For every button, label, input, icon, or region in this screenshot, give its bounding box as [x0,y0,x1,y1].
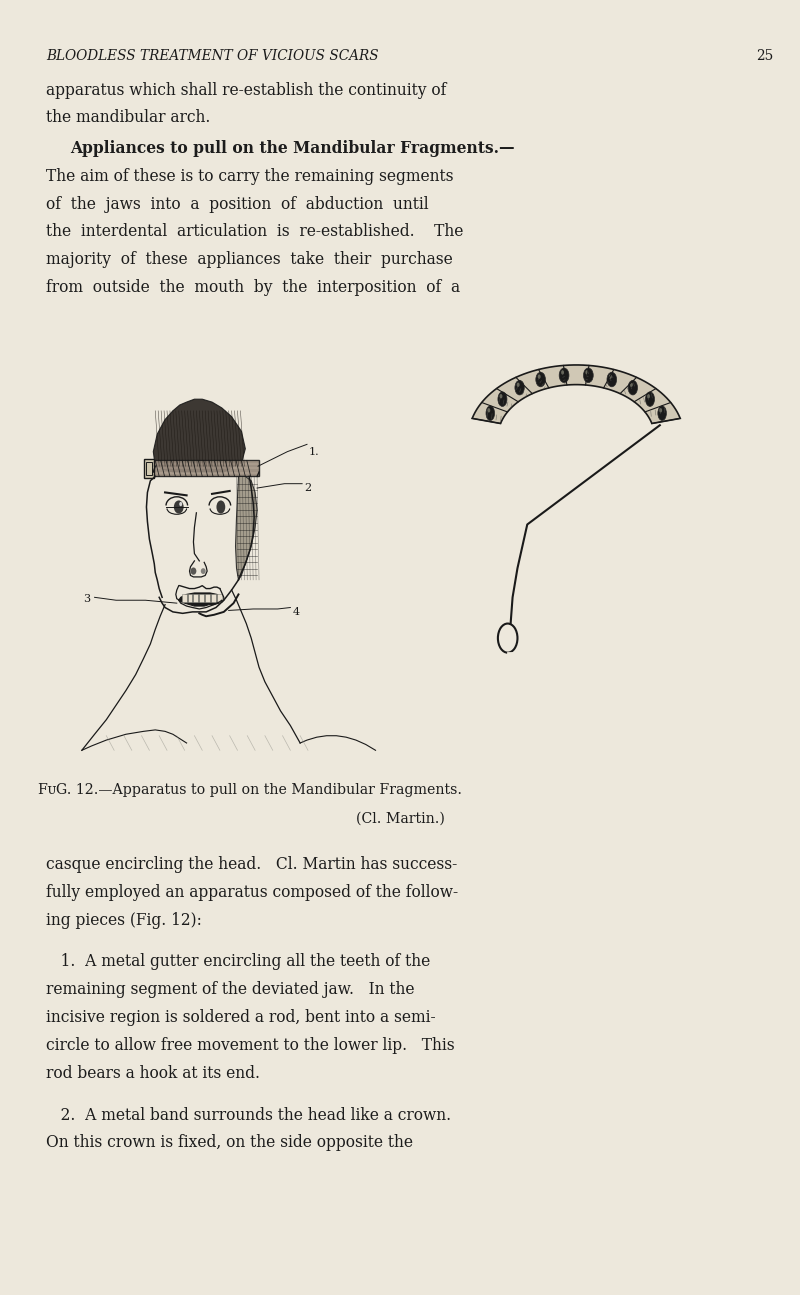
Text: The aim of these is to carry the remaining segments: The aim of these is to carry the remaini… [46,167,454,185]
Ellipse shape [630,382,633,387]
Text: 1.: 1. [309,447,319,457]
Ellipse shape [646,392,654,407]
Ellipse shape [217,500,226,514]
Ellipse shape [607,372,617,387]
Text: FᴜG. 12.—Apparatus to pull on the Mandibular Fragments.: FᴜG. 12.—Apparatus to pull on the Mandib… [38,783,462,798]
Bar [187,594,193,602]
Ellipse shape [499,394,502,399]
Ellipse shape [486,405,494,421]
Text: rod bears a hook at its end.: rod bears a hook at its end. [46,1064,260,1081]
Text: the mandibular arch.: the mandibular arch. [46,109,210,127]
Polygon shape [178,593,222,606]
Text: from  outside  the  mouth  by  the  interposition  of  a: from outside the mouth by the interposit… [46,278,461,297]
Text: 25: 25 [756,49,774,63]
Text: 1.  A metal gutter encircling all the teeth of the: 1. A metal gutter encircling all the tee… [46,953,430,970]
Text: apparatus which shall re-establish the continuity of: apparatus which shall re-establish the c… [46,82,446,98]
Bar [146,462,152,475]
Ellipse shape [536,372,546,387]
Ellipse shape [487,408,490,413]
Text: 3: 3 [83,594,90,603]
Ellipse shape [190,567,196,575]
Ellipse shape [498,392,507,407]
Text: circle to allow free movement to the lower lip.   This: circle to allow free movement to the low… [46,1037,455,1054]
Ellipse shape [517,382,519,387]
Bar [182,594,186,602]
Ellipse shape [559,368,569,382]
Ellipse shape [609,374,612,379]
Ellipse shape [583,368,594,382]
Ellipse shape [658,405,666,421]
Ellipse shape [628,381,638,395]
Ellipse shape [179,502,182,506]
Text: Appliances to pull on the Mandibular Fragments.—: Appliances to pull on the Mandibular Fra… [70,140,515,157]
Ellipse shape [515,381,524,395]
Bar [205,594,210,602]
Bar [211,594,216,602]
Bar [199,594,204,602]
Text: casque encircling the head.   Cl. Martin has success-: casque encircling the head. Cl. Martin h… [46,856,458,873]
Text: (Cl. Martin.): (Cl. Martin.) [355,811,445,825]
Text: ing pieces (Fig. 12):: ing pieces (Fig. 12): [46,912,202,929]
Text: BLOODLESS TREATMENT OF VICIOUS SCARS: BLOODLESS TREATMENT OF VICIOUS SCARS [46,49,379,63]
Ellipse shape [538,374,541,379]
Bar [145,458,154,478]
Polygon shape [154,399,246,473]
Bar [194,594,198,602]
Text: remaining segment of the deviated jaw.   In the: remaining segment of the deviated jaw. I… [46,982,415,998]
Ellipse shape [647,394,650,399]
Polygon shape [472,365,680,423]
Ellipse shape [586,370,588,374]
Polygon shape [235,477,257,580]
Text: On this crown is fixed, on the side opposite the: On this crown is fixed, on the side oppo… [46,1134,414,1151]
Text: 2.  A metal band surrounds the head like a crown.: 2. A metal band surrounds the head like … [46,1106,451,1124]
Ellipse shape [659,408,662,413]
Text: of  the  jaws  into  a  position  of  abduction  until: of the jaws into a position of abduction… [46,196,429,212]
Text: the  interdental  articulation  is  re-established.    The: the interdental articulation is re-estab… [46,223,464,241]
Text: majority  of  these  appliances  take  their  purchase: majority of these appliances take their … [46,251,453,268]
Ellipse shape [561,370,564,374]
Text: 2: 2 [304,483,311,493]
Text: 4: 4 [292,607,299,616]
Ellipse shape [174,500,184,514]
Text: incisive region is soldered a rod, bent into a semi-: incisive region is soldered a rod, bent … [46,1009,436,1026]
Ellipse shape [201,569,206,574]
Bar [217,594,222,602]
Text: fully employed an apparatus composed of the follow-: fully employed an apparatus composed of … [46,884,458,901]
Bar [154,460,259,477]
